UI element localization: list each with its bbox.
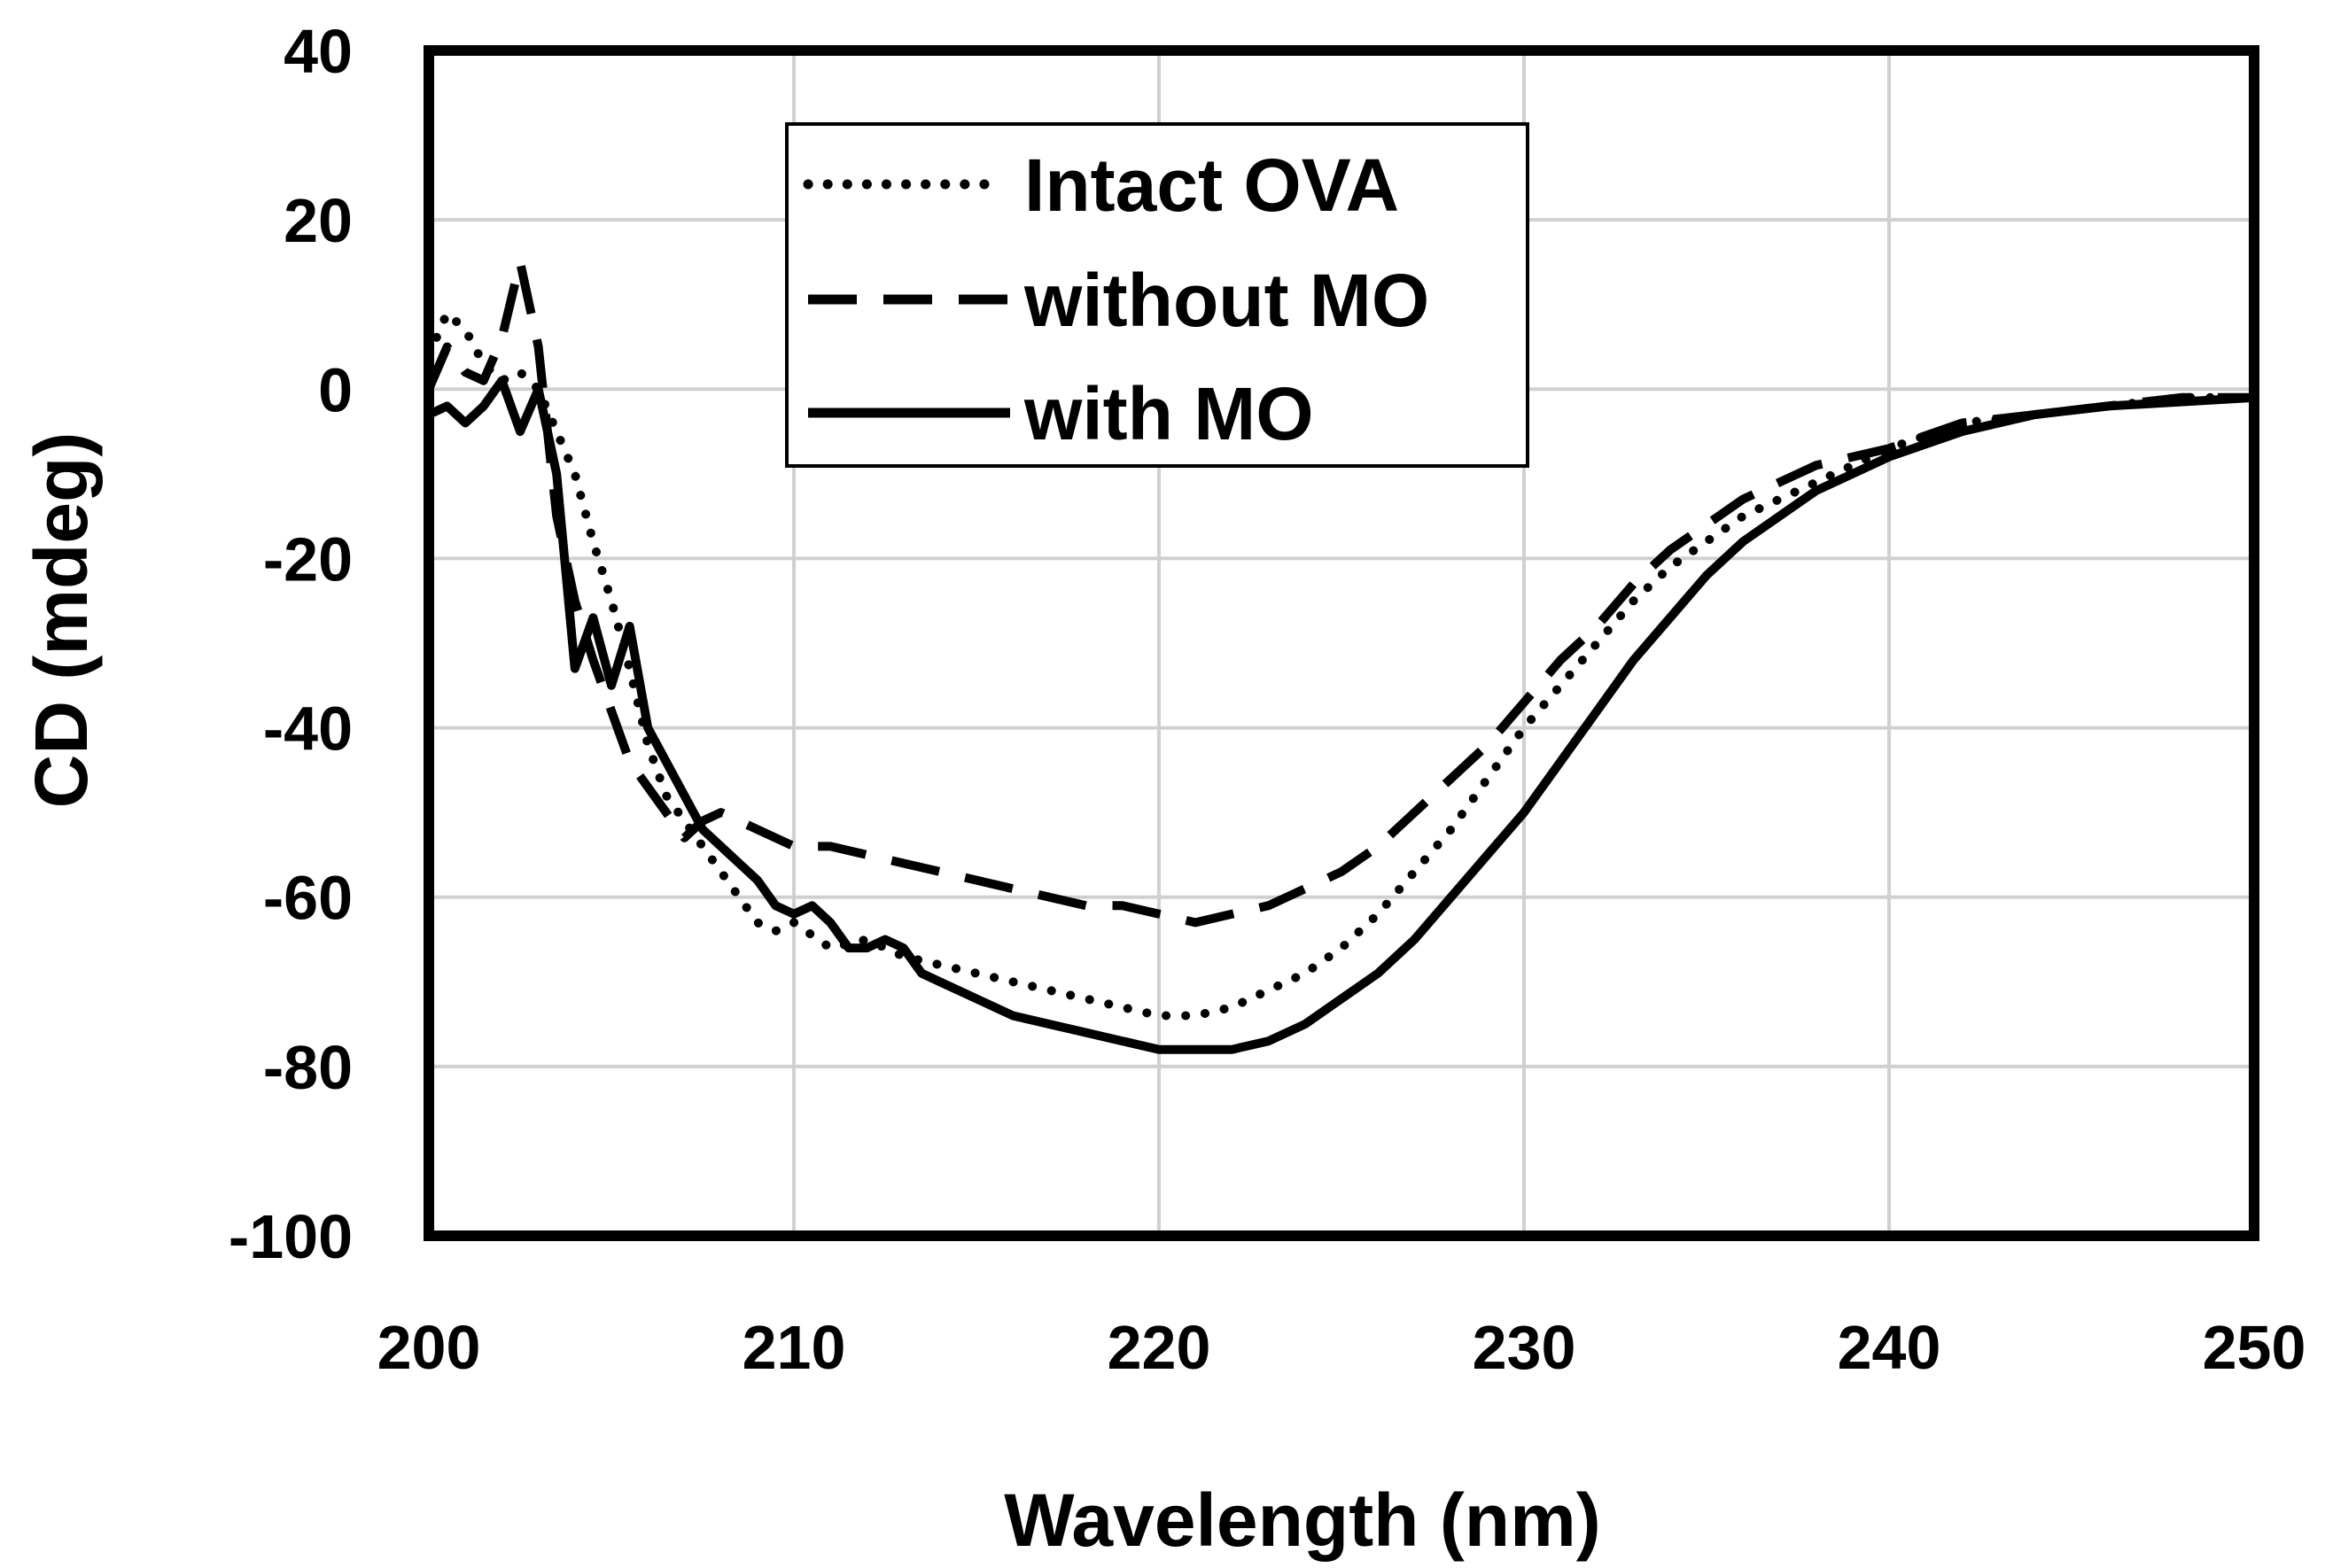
y-tick-label: -40	[263, 695, 353, 764]
plot-frame	[424, 45, 2259, 1241]
x-axis-title: Wavelength (nm)	[1004, 1479, 1601, 1562]
y-tick-label: 0	[318, 355, 353, 424]
legend-label-intact-ova: Intact OVA	[1024, 144, 1399, 227]
x-tick-label: 240	[1838, 1313, 1941, 1382]
series-line-without-mo	[424, 257, 2254, 928]
y-tick-label: 40	[284, 17, 353, 86]
y-tick-label: -80	[263, 1033, 353, 1102]
legend-label-without-mo: without MO	[1023, 259, 1429, 342]
x-tick-label: 200	[377, 1313, 481, 1382]
x-tick-label: 250	[2203, 1313, 2306, 1382]
series-line-with-mo	[424, 376, 2259, 1054]
series-line-intact-ova	[424, 308, 2259, 1021]
x-tick-label: 210	[743, 1313, 846, 1382]
y-tick-label: -100	[229, 1202, 353, 1271]
series-lines	[424, 257, 2259, 1054]
x-tick-labels: 200 210 220 230 240 250	[377, 1313, 2306, 1382]
y-axis-title: CD (mdeg)	[19, 432, 103, 809]
y-tick-labels: 40 20 0 -20 -40 -60 -80 -100	[229, 17, 353, 1271]
y-tick-label: -60	[263, 864, 353, 933]
x-tick-label: 220	[1108, 1313, 1211, 1382]
y-tick-label: -20	[263, 524, 353, 594]
legend: Intact OVA without MO with MO	[785, 122, 1529, 468]
legend-label-with-mo: with MO	[1023, 372, 1314, 455]
x-tick-label: 230	[1473, 1313, 1576, 1382]
y-tick-label: 20	[284, 186, 353, 255]
